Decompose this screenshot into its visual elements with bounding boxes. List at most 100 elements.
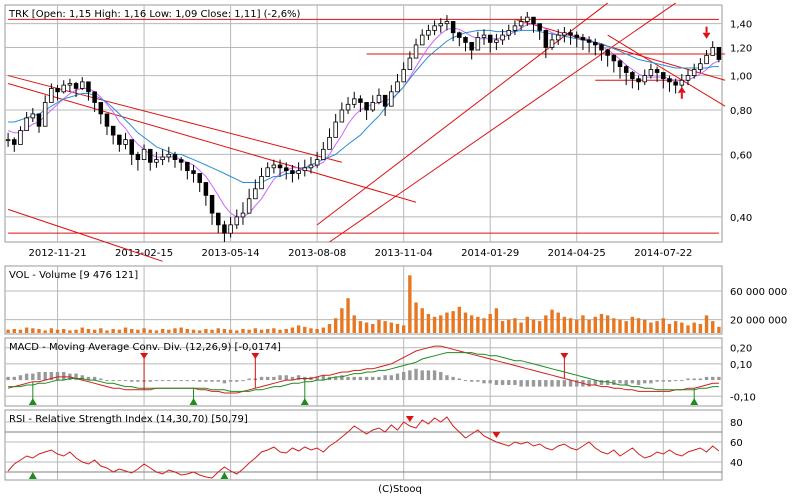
candle-body [500, 34, 505, 41]
volume-bar [105, 330, 109, 333]
macd-histogram-bar [290, 376, 295, 381]
y-tick-label: -0,10 [730, 392, 756, 403]
macd-histogram-bar [74, 373, 78, 381]
candle-body [419, 34, 425, 46]
volume-bar [309, 328, 313, 333]
volume-bar [333, 318, 338, 333]
macd-histogram-bar [191, 380, 196, 382]
volume-bar [451, 311, 455, 333]
candle-body [562, 32, 567, 36]
volume-bar [198, 330, 202, 333]
candle-body [401, 69, 406, 83]
volume-bar [167, 329, 171, 333]
macd-histogram-bar [395, 373, 400, 381]
x-tick-label: 2014-07-22 [634, 248, 692, 259]
macd-histogram-bar [235, 380, 239, 382]
rsi-panel: 80 60 40 RSI - Relative Strength Index (14,… [5, 410, 743, 480]
volume-bar [568, 318, 573, 333]
candle-body [277, 164, 283, 169]
volume-bar [599, 313, 604, 333]
x-tick-label: 2013-05-14 [202, 248, 260, 259]
x-tick-label: 2012-11-21 [28, 248, 86, 259]
candle-body [518, 21, 524, 27]
candle-body [339, 109, 345, 123]
volume-bar [612, 318, 616, 333]
candle-body [543, 30, 549, 48]
buy-signal-marker [690, 398, 699, 405]
volume-bar [445, 312, 449, 333]
y-tick-label: 1,20 [730, 43, 752, 54]
volume-bar [265, 328, 270, 333]
volume-bar [228, 329, 233, 333]
macd-histogram-bar [562, 380, 567, 387]
panel-title: VOL - Volume [9 476 121] [9, 270, 138, 281]
panel-frame-2 [4, 337, 723, 407]
volume-bar [222, 328, 227, 333]
candle-body [630, 72, 635, 80]
macd-histogram-bar [507, 380, 511, 385]
volume-bar [537, 321, 542, 333]
x-tick-label: 2014-01-29 [461, 248, 519, 259]
candle-body [228, 224, 233, 234]
candle-body [166, 153, 172, 158]
y-tick-label: 1,00 [730, 72, 752, 83]
candle-body [42, 102, 48, 127]
candle-body [463, 37, 468, 43]
price-panel: 2012-11-21 2013-02-15 2013-05-14 2013-08-08… [5, 2, 752, 262]
volume-bar [698, 323, 703, 333]
candle-body [512, 25, 518, 31]
candle-body [642, 75, 647, 83]
macd-histogram-bar [513, 380, 517, 385]
volume-bar [74, 329, 78, 333]
macd-histogram-bar [31, 373, 35, 381]
candle-body [290, 170, 295, 174]
volume-bar [12, 328, 16, 333]
candle-body [265, 167, 270, 177]
volume-bar [519, 322, 523, 333]
candle-body [574, 34, 579, 38]
candle-body [426, 30, 431, 36]
volume-bar [692, 322, 696, 333]
candle-body [36, 113, 42, 127]
volume-bar [711, 321, 715, 333]
volume-bar [154, 330, 159, 333]
volume-bar [99, 328, 103, 333]
volume-bar [352, 315, 356, 333]
volume-bar [136, 329, 140, 333]
volume-bar [191, 329, 196, 333]
candle-body [147, 148, 153, 163]
candle-body [80, 81, 85, 89]
macd-histogram-bar [259, 376, 264, 381]
candle-body [395, 81, 400, 93]
candle-body [525, 16, 530, 22]
volume-bar [371, 323, 375, 333]
rsi-sell-marker [405, 416, 414, 422]
macd-histogram-bar [667, 380, 672, 382]
candle-body [376, 94, 382, 103]
volume-bar [624, 321, 628, 333]
macd-histogram-bar [154, 380, 159, 382]
macd-histogram-bar [130, 380, 134, 382]
volume-bar [86, 328, 91, 333]
candle-body [475, 37, 481, 51]
macd-histogram-bar [673, 380, 678, 382]
signal-line [8, 352, 719, 392]
candle-body [12, 139, 17, 145]
macd-histogram-bar [711, 376, 715, 381]
macd-histogram-bar [544, 380, 548, 387]
candle-body [661, 72, 666, 80]
candle-body [667, 78, 672, 83]
macd-histogram-bar [62, 372, 66, 381]
macd-histogram-bar [346, 376, 350, 381]
up-arrow-marker [677, 86, 686, 93]
candle-body [117, 134, 122, 145]
macd-histogram-bar [210, 380, 214, 382]
candle-body [191, 170, 196, 174]
macd-histogram-bar [333, 376, 338, 381]
macd-histogram-bar [643, 380, 647, 384]
candle-body [141, 148, 147, 161]
macd-histogram-bar [18, 375, 23, 381]
trend-line [7, 208, 163, 262]
candle-body [308, 164, 314, 169]
